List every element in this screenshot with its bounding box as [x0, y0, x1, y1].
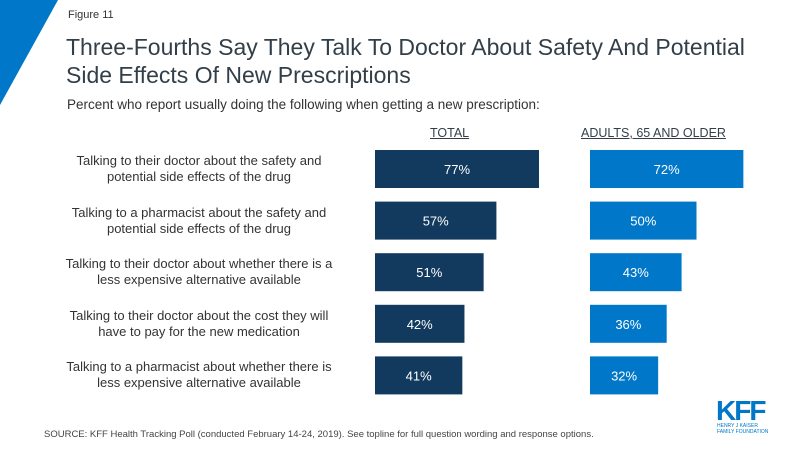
category-label-line: Talking to a pharmacist about whether th…	[66, 359, 332, 375]
category-label-line: less expensive alternative available	[97, 375, 301, 391]
category-label-line: Talking to a pharmacist about the safety…	[71, 204, 327, 220]
data-label: 77%	[444, 162, 470, 177]
data-label: 42%	[407, 317, 433, 332]
bar-65-older	[590, 201, 697, 240]
bar-total	[375, 304, 465, 343]
category-label-line: potential side effects of the drug	[106, 169, 292, 184]
data-label: 72%	[654, 162, 680, 177]
bar-65-older	[590, 356, 659, 395]
data-label: 43%	[623, 265, 649, 280]
source-note: SOURCE: KFF Health Tracking Poll (conduc…	[44, 429, 594, 440]
category-label-line: potential side effects of the drug	[106, 220, 292, 236]
bar-65-older	[590, 253, 682, 292]
category-label-line: have to pay for the new medication	[98, 323, 300, 339]
bar-total	[375, 356, 463, 395]
bar-total	[375, 150, 540, 188]
chart-subtitle: Percent who report usually doing the fol…	[67, 97, 540, 112]
category-label: Talking to their doctor about the cost t…	[34, 308, 364, 340]
category-label-line: Talking to their doctor about the cost t…	[69, 307, 329, 323]
bar-total	[375, 253, 484, 292]
corner-accent-shape	[0, 0, 58, 105]
bar-total	[375, 201, 497, 240]
column-header-total: TOTAL	[430, 126, 470, 140]
logo-wordmark: KFF	[716, 396, 766, 426]
category-label-line: Talking to their doctor about the safety…	[76, 153, 322, 168]
bar-65-older	[590, 150, 744, 188]
logo-line2: FAMILY FOUNDATION	[717, 429, 769, 435]
category-label-line: less expensive alternative available	[97, 272, 301, 288]
logo-line1: HENRY J KAISER	[717, 423, 758, 429]
category-label: Talking to a pharmacist about whether th…	[34, 359, 364, 391]
category-label: Talking to their doctor about whether th…	[34, 256, 364, 288]
category-label: Talking to a pharmacist about the safety…	[34, 205, 364, 237]
column-header-older: ADULTS, 65 AND OLDER	[581, 126, 726, 140]
data-label: 51%	[416, 265, 442, 280]
figure-label: Figure 11	[68, 9, 114, 21]
data-label: 32%	[611, 368, 637, 383]
data-label: 50%	[630, 214, 656, 229]
category-label: Talking to their doctor about the safety…	[34, 153, 364, 185]
data-label: 57%	[423, 214, 449, 229]
bar-65-older	[590, 304, 667, 343]
kff-logo: KFF HENRY J KAISER FAMILY FOUNDATION	[716, 396, 769, 435]
data-label: 36%	[615, 317, 641, 332]
data-label: 41%	[406, 368, 432, 383]
chart-title: Three-Fourths Say They Talk To Doctor Ab…	[66, 34, 745, 88]
category-label-line: Talking to their doctor about whether th…	[65, 256, 333, 272]
